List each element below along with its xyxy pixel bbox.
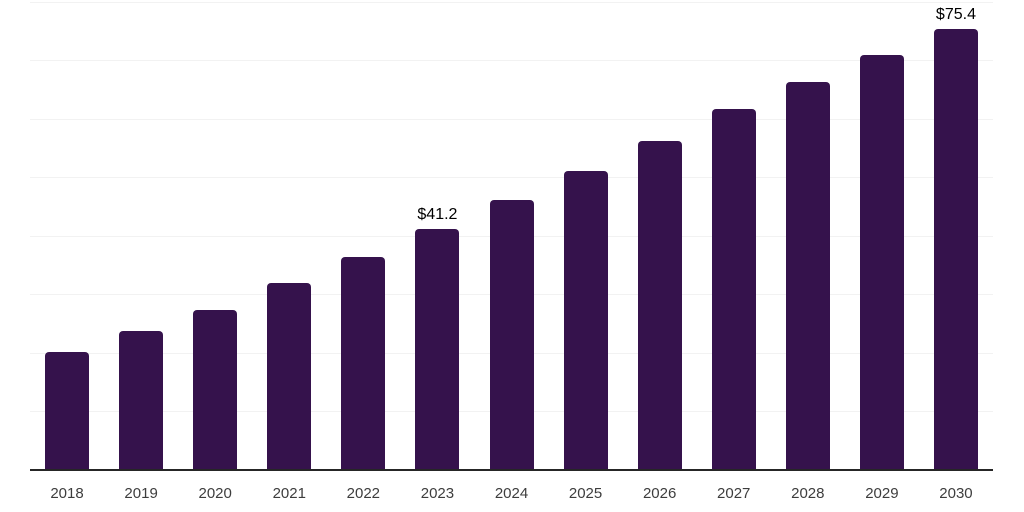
y-gridline: [30, 60, 993, 61]
bar-2023: [415, 228, 460, 470]
x-tick-label-2019: 2019: [124, 485, 158, 502]
x-tick-label-2021: 2021: [272, 485, 306, 502]
x-tick-label-2024: 2024: [494, 485, 529, 502]
x-tick-label-2030: 2030: [939, 485, 973, 502]
x-axis-line: [30, 469, 993, 471]
bar-2025: [563, 171, 608, 470]
x-tick-label-2026: 2026: [642, 485, 677, 502]
y-gridline: [30, 1, 993, 3]
x-tick-label-2020: 2020: [198, 485, 232, 502]
x-tick-label-2018: 2018: [50, 485, 84, 502]
x-tick-label-2023: 2023: [420, 485, 455, 502]
bar-2024: [489, 199, 534, 470]
bar-2020: [193, 309, 238, 470]
bar-2027: [711, 109, 756, 470]
x-tick-label-2022: 2022: [346, 485, 381, 502]
bar-value-label-2023: $41.2: [417, 205, 458, 223]
x-tick-label-2029: 2029: [865, 485, 899, 502]
bar-2019: [119, 330, 164, 470]
bar-2030: [933, 28, 978, 470]
x-tick-label-2027: 2027: [717, 485, 751, 502]
bar-2022: [341, 257, 386, 470]
x-tick-label-2028: 2028: [791, 485, 825, 502]
bar-2029: [859, 55, 904, 470]
x-tick-label-2025: 2025: [568, 485, 603, 502]
y-gridline: [30, 118, 993, 120]
bar-value-label-2030: $75.4: [935, 5, 976, 23]
bar-2028: [785, 82, 830, 470]
bar-2021: [267, 283, 312, 470]
bar-2026: [637, 141, 682, 470]
bar-2018: [45, 351, 90, 470]
y-gridline: [30, 177, 993, 178]
